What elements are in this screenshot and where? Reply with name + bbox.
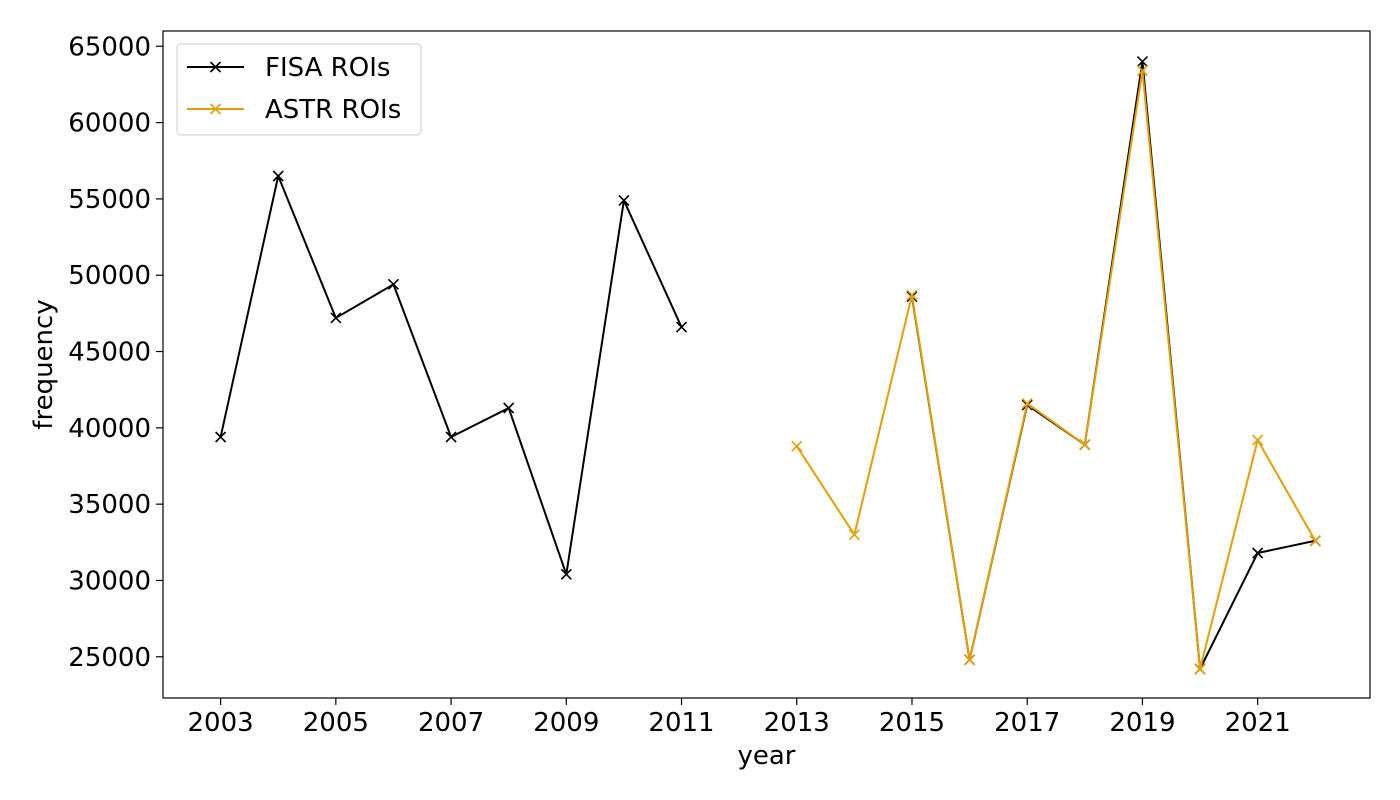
data-point bbox=[215, 431, 227, 443]
y-tick-label: 25000 bbox=[68, 643, 151, 673]
data-point bbox=[906, 289, 918, 301]
series-line bbox=[795, 69, 1317, 670]
data-point bbox=[1252, 434, 1264, 446]
y-tick-label: 55000 bbox=[68, 185, 151, 215]
x-axis-title: year bbox=[737, 741, 795, 771]
data-point bbox=[272, 170, 284, 182]
x-tick-label: 2003 bbox=[188, 708, 254, 738]
data-point bbox=[1021, 397, 1033, 409]
legend: FISA ROIs ASTR ROIs bbox=[176, 43, 422, 136]
data-point bbox=[1136, 65, 1148, 77]
data-point bbox=[1309, 535, 1321, 547]
x-tick-label: 2019 bbox=[1109, 708, 1175, 738]
y-axis: 25000 30000 35000 40000 45000 50000 55000 60000… bbox=[68, 32, 163, 673]
data-point bbox=[791, 440, 803, 452]
y-tick-label: 35000 bbox=[68, 490, 151, 520]
data-point bbox=[1194, 663, 1206, 675]
series-layer bbox=[215, 55, 1321, 675]
y-tick-label: 40000 bbox=[68, 414, 151, 444]
data-point bbox=[503, 402, 515, 414]
series-fisa-rois bbox=[215, 55, 1321, 675]
data-point bbox=[1252, 547, 1264, 559]
y-tick-label: 65000 bbox=[68, 32, 151, 62]
x-tick-label: 2011 bbox=[648, 708, 714, 738]
legend-marker bbox=[209, 103, 222, 115]
x-tick-label: 2007 bbox=[418, 708, 484, 738]
data-point bbox=[964, 654, 976, 666]
data-point bbox=[1079, 439, 1091, 451]
x-tick-label: 2017 bbox=[994, 708, 1060, 738]
legend-label: FISA ROIs bbox=[265, 53, 390, 83]
legend-label: ASTR ROIs bbox=[265, 95, 401, 125]
y-tick-label: 30000 bbox=[68, 566, 151, 596]
y-axis-title: frequency bbox=[29, 299, 59, 429]
x-tick-label: 2021 bbox=[1225, 708, 1291, 738]
series-line bbox=[910, 60, 1316, 670]
plot-frame bbox=[162, 30, 1371, 699]
data-point bbox=[330, 312, 342, 324]
legend-item: FISA ROIs bbox=[187, 53, 390, 83]
x-tick-label: 2013 bbox=[764, 708, 830, 738]
x-tick-label: 2015 bbox=[879, 708, 945, 738]
data-point bbox=[445, 431, 457, 443]
series-astr-rois bbox=[791, 65, 1321, 675]
data-point bbox=[1136, 55, 1148, 68]
data-point bbox=[387, 278, 400, 290]
series-line bbox=[219, 175, 683, 576]
legend-marker bbox=[209, 61, 222, 73]
x-tick-label: 2005 bbox=[303, 708, 369, 738]
legend-item: ASTR ROIs bbox=[187, 95, 401, 125]
y-tick-label: 50000 bbox=[68, 261, 151, 291]
x-axis: 2003 2005 2007 2009 2011 2013 2015 2017 2019 2021 bbox=[188, 698, 1291, 738]
y-tick-label: 45000 bbox=[68, 338, 151, 368]
data-point bbox=[618, 194, 630, 206]
data-point bbox=[675, 321, 688, 333]
y-tick-label: 60000 bbox=[68, 109, 151, 139]
data-point bbox=[560, 568, 572, 580]
x-tick-label: 2009 bbox=[533, 708, 599, 738]
data-point bbox=[848, 529, 860, 541]
